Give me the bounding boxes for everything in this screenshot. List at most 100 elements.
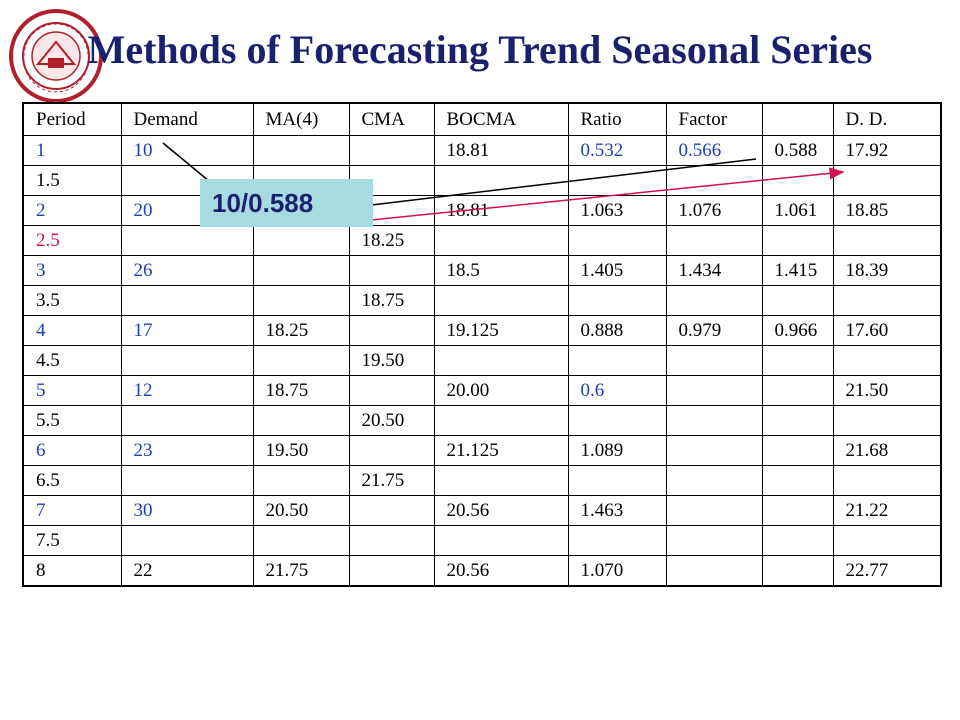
cell-cma (348, 525, 435, 556)
cell-bocma (433, 225, 569, 256)
cell-bocma (433, 405, 569, 436)
cell-period: 1 (22, 135, 122, 166)
table-row: 1 10 18.81 0.532 0.566 0.588 17.92 (22, 135, 942, 166)
cell-adjusted-factor (761, 345, 834, 376)
cell-deseasonalized-demand: 17.60 (832, 315, 942, 346)
cell-bocma (433, 165, 569, 196)
header-bocma: BOCMA (433, 102, 569, 136)
cell-deseasonalized-demand: 21.22 (832, 495, 942, 526)
cell-bocma: 20.56 (433, 555, 569, 587)
cell-ma4: 18.25 (252, 315, 350, 346)
table-row: 5 12 18.75 20.00 0.6 21.50 (22, 375, 942, 406)
cell-demand (120, 405, 254, 436)
cell-ma4: 20.50 (252, 495, 350, 526)
table-row: 8 22 21.75 20.56 1.070 22.77 (22, 555, 942, 587)
cell-ratio: 0.888 (567, 315, 667, 346)
cell-bocma (433, 465, 569, 496)
cell-bocma: 20.00 (433, 375, 569, 406)
cell-period: 4.5 (22, 345, 122, 376)
cell-adjusted-factor: 0.588 (761, 135, 834, 166)
cell-demand (120, 345, 254, 376)
cell-factor (665, 435, 763, 466)
cell-cma (348, 315, 435, 346)
cell-ratio: 1.463 (567, 495, 667, 526)
cell-period: 5.5 (22, 405, 122, 436)
cell-ma4: 18.75 (252, 375, 350, 406)
forecast-table: Period Demand MA(4) CMA BOCMA Ratio Factor D. D… (22, 102, 942, 587)
cell-ma4 (252, 465, 350, 496)
cell-factor (665, 555, 763, 587)
header-ma4: MA(4) (252, 102, 350, 136)
cell-adjusted-factor (761, 285, 834, 316)
cell-factor (665, 285, 763, 316)
cell-demand: 23 (120, 435, 254, 466)
cell-ratio: 0.6 (567, 375, 667, 406)
cell-deseasonalized-demand: 21.68 (832, 435, 942, 466)
table-row: 3 26 18.5 1.405 1.434 1.415 18.39 (22, 255, 942, 286)
cell-ratio: 1.089 (567, 435, 667, 466)
cell-adjusted-factor (761, 495, 834, 526)
table-row: 6 23 19.50 21.125 1.089 21.68 (22, 435, 942, 466)
cell-cma: 18.25 (348, 225, 435, 256)
cell-cma (348, 375, 435, 406)
table-row: 2.5 18.25 (22, 225, 942, 256)
cell-factor: 0.979 (665, 315, 763, 346)
header-deseasonalized-demand: D. D. (832, 102, 942, 136)
cell-ratio (567, 525, 667, 556)
cell-adjusted-factor (761, 375, 834, 406)
division-callout: 10/0.588 (200, 179, 373, 227)
cell-ma4 (252, 225, 350, 256)
table-row: 7 30 20.50 20.56 1.463 21.22 (22, 495, 942, 526)
cell-bocma (433, 525, 569, 556)
cell-period: 7.5 (22, 525, 122, 556)
cell-factor: 1.076 (665, 195, 763, 226)
cell-demand: 17 (120, 315, 254, 346)
header-adjusted-factor (761, 102, 834, 136)
cell-adjusted-factor (761, 525, 834, 556)
cell-demand (120, 525, 254, 556)
cell-ma4 (252, 255, 350, 286)
cell-demand (120, 465, 254, 496)
cell-factor (665, 375, 763, 406)
cell-adjusted-factor (761, 405, 834, 436)
cell-bocma: 21.125 (433, 435, 569, 466)
cell-cma (348, 135, 435, 166)
cell-cma: 18.75 (348, 285, 435, 316)
cell-deseasonalized-demand (832, 285, 942, 316)
cell-adjusted-factor: 1.415 (761, 255, 834, 286)
cell-cma: 21.75 (348, 465, 435, 496)
cell-ratio (567, 465, 667, 496)
cell-period: 1.5 (22, 165, 122, 196)
cell-period: 3.5 (22, 285, 122, 316)
cell-deseasonalized-demand (832, 345, 942, 376)
cell-cma: 20.50 (348, 405, 435, 436)
cell-period: 3 (22, 255, 122, 286)
cell-deseasonalized-demand (832, 465, 942, 496)
cell-bocma: 18.81 (433, 195, 569, 226)
header-cma: CMA (348, 102, 435, 136)
cell-adjusted-factor (761, 555, 834, 587)
table-row: 5.5 20.50 (22, 405, 942, 436)
cell-factor: 1.434 (665, 255, 763, 286)
cell-ma4: 21.75 (252, 555, 350, 587)
cell-factor (665, 405, 763, 436)
cell-demand: 10 (120, 135, 254, 166)
header-period: Period (22, 102, 122, 136)
cell-ma4 (252, 135, 350, 166)
cell-period: 8 (22, 555, 122, 587)
cell-deseasonalized-demand (832, 225, 942, 256)
cell-cma (348, 435, 435, 466)
table-row: 4 17 18.25 19.125 0.888 0.979 0.966 17.60 (22, 315, 942, 346)
cell-factor (665, 525, 763, 556)
cell-adjusted-factor (761, 465, 834, 496)
cell-ratio: 1.405 (567, 255, 667, 286)
cell-ratio: 1.063 (567, 195, 667, 226)
cell-demand (120, 285, 254, 316)
cell-deseasonalized-demand: 18.39 (832, 255, 942, 286)
cell-bocma: 18.5 (433, 255, 569, 286)
cell-deseasonalized-demand: 21.50 (832, 375, 942, 406)
cell-cma (348, 255, 435, 286)
cell-deseasonalized-demand (832, 405, 942, 436)
cell-factor (665, 465, 763, 496)
cell-ma4: 19.50 (252, 435, 350, 466)
